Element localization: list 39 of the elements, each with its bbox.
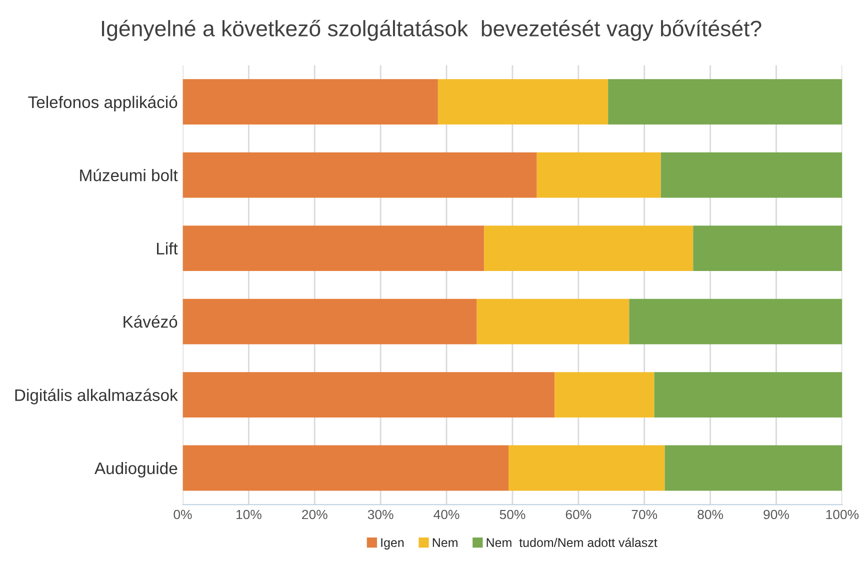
x-tick-label: 60%	[566, 510, 592, 520]
bar	[182, 79, 438, 125]
x-tick-label: 90%	[764, 510, 789, 520]
x-tick-label: 50%	[500, 510, 526, 520]
bar	[182, 226, 484, 271]
y-tick-label: Kávézó	[124, 315, 178, 328]
legend-label: Igen	[381, 538, 404, 550]
legend-label: Nem tudom/Nem adott választ	[486, 538, 658, 548]
bar	[182, 372, 555, 418]
y-tick-label: Lift	[157, 242, 178, 254]
bar	[693, 226, 842, 271]
bar	[554, 372, 654, 418]
y-tick-label: Digitális alkalmazások	[15, 388, 178, 404]
x-tick-label: 10%	[236, 510, 262, 520]
bar	[608, 79, 842, 125]
chart-title: Igényelné a következő szolgáltatások bevezetését vagy bővítését?	[102, 20, 762, 41]
x-tick-label: 20%	[302, 510, 328, 520]
bar	[660, 152, 842, 198]
bar	[536, 152, 661, 198]
bar	[182, 152, 537, 198]
y-tick-label: Múzeumi bolt	[80, 168, 178, 182]
x-tick-label: 30%	[368, 510, 394, 520]
y-tick-label: Audioguide	[94, 462, 178, 478]
bar	[508, 445, 665, 491]
bar	[182, 445, 508, 491]
x-tick-label: 100%	[826, 510, 859, 520]
legend-label: Nem	[432, 538, 458, 548]
bar	[484, 226, 694, 271]
bar	[654, 372, 842, 418]
bar	[629, 298, 842, 344]
bar	[182, 298, 477, 344]
y-tick-label: Telefonos applikáció	[28, 96, 178, 112]
bar	[476, 298, 630, 344]
x-tick-label: 0%	[174, 510, 192, 520]
x-tick-label: 40%	[434, 510, 460, 520]
bar	[438, 79, 608, 125]
bar	[664, 445, 842, 491]
x-tick-label: 70%	[632, 510, 658, 520]
x-tick-label: 80%	[698, 510, 724, 520]
